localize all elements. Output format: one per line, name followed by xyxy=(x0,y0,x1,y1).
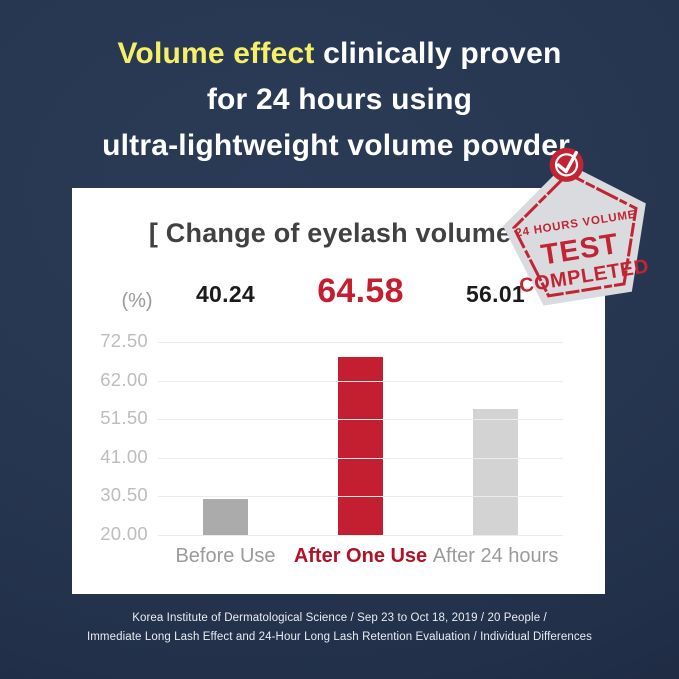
x-axis-labels: Before Use After One Use After 24 hours xyxy=(158,545,563,568)
stamp-pentagon xyxy=(503,162,646,306)
y-tick-label: 30.50 xyxy=(100,484,148,506)
x-axis-label: Before Use xyxy=(175,545,276,567)
footer-disclaimer: Korea Institute of Dermatological Scienc… xyxy=(0,609,679,646)
stamp-border xyxy=(512,171,638,298)
footer-line2: Immediate Long Lash Effect and 24-Hour L… xyxy=(86,630,593,643)
value-label: 40.24 xyxy=(195,281,256,307)
x-axis-label: After One Use xyxy=(293,545,428,567)
gridline xyxy=(158,419,563,421)
value-label: 64.58 xyxy=(317,272,404,310)
value-label: 56.01 xyxy=(465,281,526,307)
checkmark-circle-icon xyxy=(549,147,584,182)
y-tick-label: 62.00 xyxy=(100,368,148,390)
y-tick-label: 72.50 xyxy=(100,330,148,351)
chart-title: [ Change of eyelash volume ] xyxy=(148,218,529,248)
value-labels-row: 40.24 64.58 56.01 xyxy=(158,272,563,320)
gridline xyxy=(158,342,563,343)
gridline xyxy=(158,535,563,536)
bar-after-one-use xyxy=(338,357,383,535)
headline-line1-rest: clinically proven xyxy=(314,37,562,70)
chart-grid: Before Use After One Use After 24 hours 72… xyxy=(100,330,563,567)
bar-after-24-hours xyxy=(473,409,518,535)
y-tick-label: 20.00 xyxy=(100,523,148,544)
chart-bars xyxy=(158,342,563,535)
chart-card: [ Change of eyelash volume ] (%) 40.24 64… xyxy=(72,188,605,594)
test-completed-stamp: 24 HOURS VOLUME TEST COMPLETED xyxy=(480,134,675,329)
x-axis-label: After 24 hours xyxy=(432,545,559,567)
stamp-graphic: 24 HOURS VOLUME TEST COMPLETED xyxy=(503,147,651,306)
headline-highlight: Volume effect xyxy=(117,37,315,70)
headline-line3: ultra-lightweight volume powder. xyxy=(102,129,577,162)
bar-before-use xyxy=(203,499,248,535)
y-tick-label: 51.50 xyxy=(100,407,148,429)
gridline xyxy=(158,457,563,459)
headline: Volume effect clinically proven for 24 h… xyxy=(0,31,679,169)
gridline xyxy=(158,380,563,382)
headline-line2: for 24 hours using xyxy=(206,83,473,116)
headline-line1: Volume effect clinically proven xyxy=(0,31,679,77)
footer-line1: Korea Institute of Dermatological Scienc… xyxy=(132,612,547,624)
gridline xyxy=(158,496,563,498)
unit-label: (%) xyxy=(121,290,153,312)
y-tick-label: 41.00 xyxy=(100,445,148,467)
